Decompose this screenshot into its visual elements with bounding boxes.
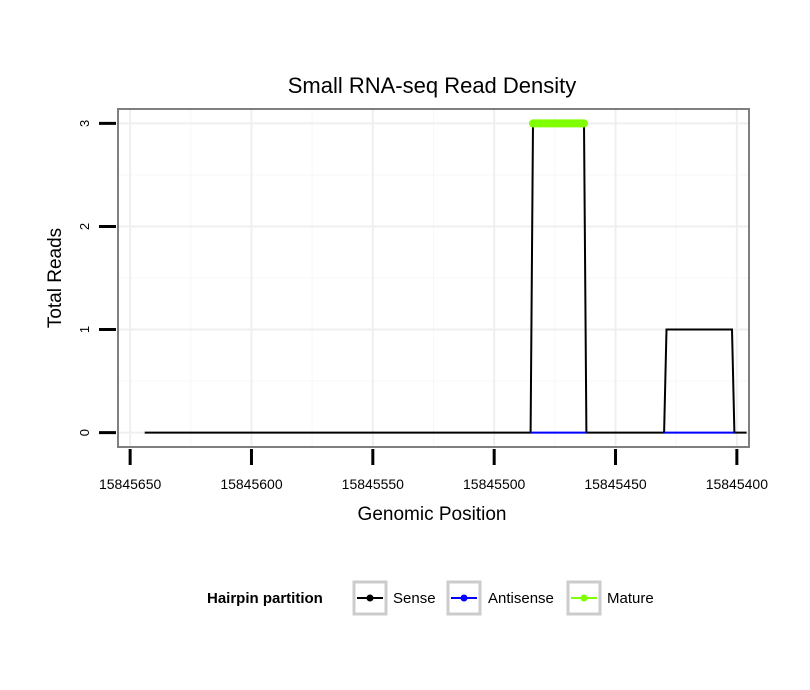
legend-point-sense [366, 594, 374, 602]
y-tick-label: 2 [77, 223, 92, 230]
legend: Hairpin partition Sense Antisense Mature [207, 580, 654, 616]
plot-area: 15845650 15845600 15845550 15845500 15845450… [77, 108, 769, 492]
y-tick-label: 1 [77, 326, 92, 333]
x-tick-label: 15845600 [220, 476, 283, 492]
legend-title: Hairpin partition [207, 590, 323, 607]
legend-point-antisense [460, 594, 468, 602]
plot-border [117, 108, 750, 448]
x-axis-label: Genomic Position [358, 504, 507, 525]
legend-label-sense: Sense [393, 590, 436, 607]
x-tick-label: 15845500 [463, 476, 526, 492]
x-tick-label: 15845650 [99, 476, 162, 492]
chart-title: Small RNA-seq Read Density [288, 73, 577, 98]
legend-label-antisense: Antisense [488, 590, 554, 607]
legend-label-mature: Mature [607, 590, 654, 607]
x-tick-label: 15845450 [584, 476, 647, 492]
series-point-mature [529, 119, 538, 128]
x-tick-label: 15845400 [706, 476, 769, 492]
legend-point-mature [580, 594, 588, 602]
y-tick-label: 3 [77, 120, 92, 127]
series-point-mature [579, 119, 588, 128]
x-tick-label: 15845550 [342, 476, 405, 492]
y-axis-label: Total Reads [45, 228, 66, 328]
y-tick-label: 0 [77, 429, 92, 436]
series-line-sense [144, 122, 747, 434]
